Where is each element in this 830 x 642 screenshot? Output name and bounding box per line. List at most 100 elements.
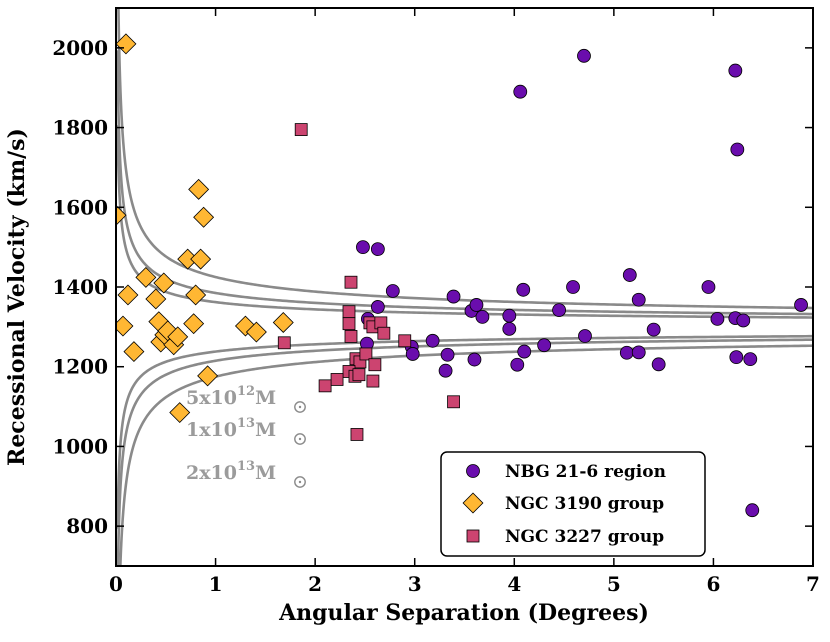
data-point-circle xyxy=(467,352,482,367)
y-tick-label: 1200 xyxy=(52,355,108,379)
data-point-diamond xyxy=(123,341,145,363)
data-point-circle xyxy=(701,280,716,294)
data-point-circle xyxy=(730,142,745,157)
data-point-circle xyxy=(438,363,453,378)
data-point-square xyxy=(359,347,373,361)
x-tick-label: 6 xyxy=(706,572,720,596)
data-point-circle xyxy=(425,333,440,348)
sun-symbol-dot xyxy=(298,437,302,441)
data-points xyxy=(116,33,808,518)
curve-label-1: 5x1012M xyxy=(186,384,276,409)
data-point-circle xyxy=(646,322,661,337)
data-point-diamond xyxy=(193,206,215,228)
data-point-square xyxy=(368,358,382,372)
data-point-diamond xyxy=(117,284,139,306)
x-tick-label: 5 xyxy=(607,572,621,596)
data-point-diamond xyxy=(197,365,219,387)
data-point-diamond xyxy=(116,33,137,55)
curve-label-unit: M xyxy=(255,462,276,484)
legend-box xyxy=(440,451,706,557)
y-tick-label: 800 xyxy=(66,514,108,538)
sun-symbol-dot xyxy=(298,405,302,409)
data-point-circle xyxy=(516,282,531,297)
data-point-square xyxy=(398,334,412,348)
curve-label-3: 2x1013M xyxy=(186,459,276,484)
x-tick-label: 4 xyxy=(507,572,521,596)
legend: NBG 21-6 region NGC 3190 group NGC 3227 … xyxy=(440,451,706,557)
curve-label-prefix: 2x10 xyxy=(186,462,237,484)
sun-symbol-icon xyxy=(294,433,306,445)
data-point-square xyxy=(277,336,291,350)
data-point-circle xyxy=(502,308,517,323)
data-point-circle xyxy=(405,347,420,361)
data-point-circle xyxy=(736,313,751,328)
data-point-circle xyxy=(566,280,580,294)
data-point-circle xyxy=(552,303,566,318)
data-point-circle xyxy=(446,289,461,304)
data-point-circle xyxy=(577,48,591,63)
data-point-square xyxy=(342,305,356,319)
data-point-circle xyxy=(537,338,552,353)
data-point-circle xyxy=(370,242,385,257)
data-point-circle xyxy=(385,284,400,298)
y-tick-label: 2000 xyxy=(52,36,108,60)
data-point-circle xyxy=(578,329,592,343)
sun-symbol-icon xyxy=(294,476,306,488)
x-tick-label: 2 xyxy=(308,572,322,596)
data-point-circle xyxy=(631,292,646,307)
data-point-diamond xyxy=(116,204,127,226)
data-point-square xyxy=(352,368,366,382)
x-tick-label: 3 xyxy=(408,572,422,596)
curve-label-prefix: 1x10 xyxy=(186,419,237,441)
data-point-square xyxy=(342,317,356,331)
curve-label-prefix: 5x10 xyxy=(186,387,237,409)
y-tick-label: 1000 xyxy=(52,434,108,458)
legend-marker-ngc3190 xyxy=(462,492,484,514)
data-point-square xyxy=(344,275,358,289)
data-point-diamond xyxy=(153,272,175,294)
data-point-diamond xyxy=(135,266,157,288)
mass-curve-1-lower xyxy=(116,334,813,529)
x-tick-label: 7 xyxy=(806,572,820,596)
data-point-square xyxy=(294,123,308,136)
x-tick-label: 1 xyxy=(209,572,223,596)
data-point-circle xyxy=(728,63,743,78)
data-point-circle xyxy=(502,321,517,336)
data-point-circle xyxy=(651,357,666,372)
y-tick-label: 1800 xyxy=(52,116,108,140)
mass-curve-2-upper xyxy=(116,50,813,316)
data-point-diamond xyxy=(185,284,207,306)
legend-label-nbg: NBG 21-6 region xyxy=(505,462,666,482)
x-axis-title: Angular Separation (Degrees) xyxy=(278,600,649,626)
data-point-diamond xyxy=(272,312,294,333)
data-point-circle xyxy=(631,345,646,360)
y-axis-title: Recessional Velocity (km/s) xyxy=(4,128,30,466)
curve-label-unit: M xyxy=(255,419,276,441)
data-point-circle xyxy=(510,357,525,372)
curve-label-exponent: 13 xyxy=(237,459,255,474)
legend-marker-nbg xyxy=(466,464,480,478)
data-point-circle xyxy=(475,309,490,324)
data-point-diamond xyxy=(145,288,167,310)
data-point-circle xyxy=(710,311,725,326)
data-point-diamond xyxy=(190,248,212,270)
data-point-square xyxy=(377,326,391,340)
data-point-square xyxy=(447,395,460,409)
sun-symbol-icon xyxy=(294,401,306,413)
data-point-circle xyxy=(513,84,528,99)
data-point-circle xyxy=(370,300,385,314)
data-point-circle xyxy=(356,240,370,255)
legend-marker-ngc3227 xyxy=(466,529,480,543)
data-point-circle xyxy=(794,298,808,312)
legend-label-ngc3227: NGC 3227 group xyxy=(505,527,664,547)
data-point-diamond xyxy=(169,402,191,424)
data-point-circle xyxy=(622,268,637,282)
data-point-square xyxy=(330,373,344,386)
data-point-diamond xyxy=(116,315,134,337)
data-point-circle xyxy=(745,503,760,518)
data-point-circle xyxy=(440,347,455,362)
data-point-diamond xyxy=(177,248,199,270)
